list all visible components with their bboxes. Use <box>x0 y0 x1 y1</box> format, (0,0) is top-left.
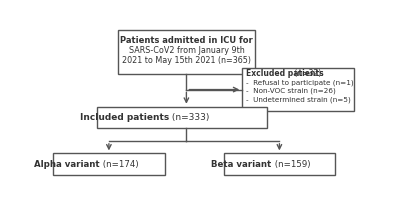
FancyBboxPatch shape <box>53 153 165 175</box>
Text: -  Undetermined strain (n=5): - Undetermined strain (n=5) <box>246 96 351 103</box>
Text: (n=32):: (n=32): <box>292 69 324 78</box>
FancyBboxPatch shape <box>224 153 335 175</box>
FancyBboxPatch shape <box>96 107 267 128</box>
Text: (n=159): (n=159) <box>272 160 310 169</box>
Text: -  Refusal to participate (n=1): - Refusal to participate (n=1) <box>246 79 354 85</box>
FancyBboxPatch shape <box>242 68 354 111</box>
Text: (n=174): (n=174) <box>100 160 138 169</box>
Text: -  Non-VOC strain (n=26): - Non-VOC strain (n=26) <box>246 87 336 94</box>
Text: Beta variant: Beta variant <box>211 160 272 169</box>
Text: Included patients: Included patients <box>80 113 169 122</box>
Text: SARS-CoV2 from January 9th: SARS-CoV2 from January 9th <box>128 46 244 55</box>
FancyBboxPatch shape <box>118 31 255 74</box>
Text: 2021 to May 15th 2021 (n=365): 2021 to May 15th 2021 (n=365) <box>122 56 251 65</box>
Text: Patients admitted in ICU for: Patients admitted in ICU for <box>120 36 253 45</box>
Text: Excluded patients: Excluded patients <box>246 69 324 78</box>
Text: Alpha variant: Alpha variant <box>34 160 100 169</box>
Text: (n=333): (n=333) <box>169 113 210 122</box>
